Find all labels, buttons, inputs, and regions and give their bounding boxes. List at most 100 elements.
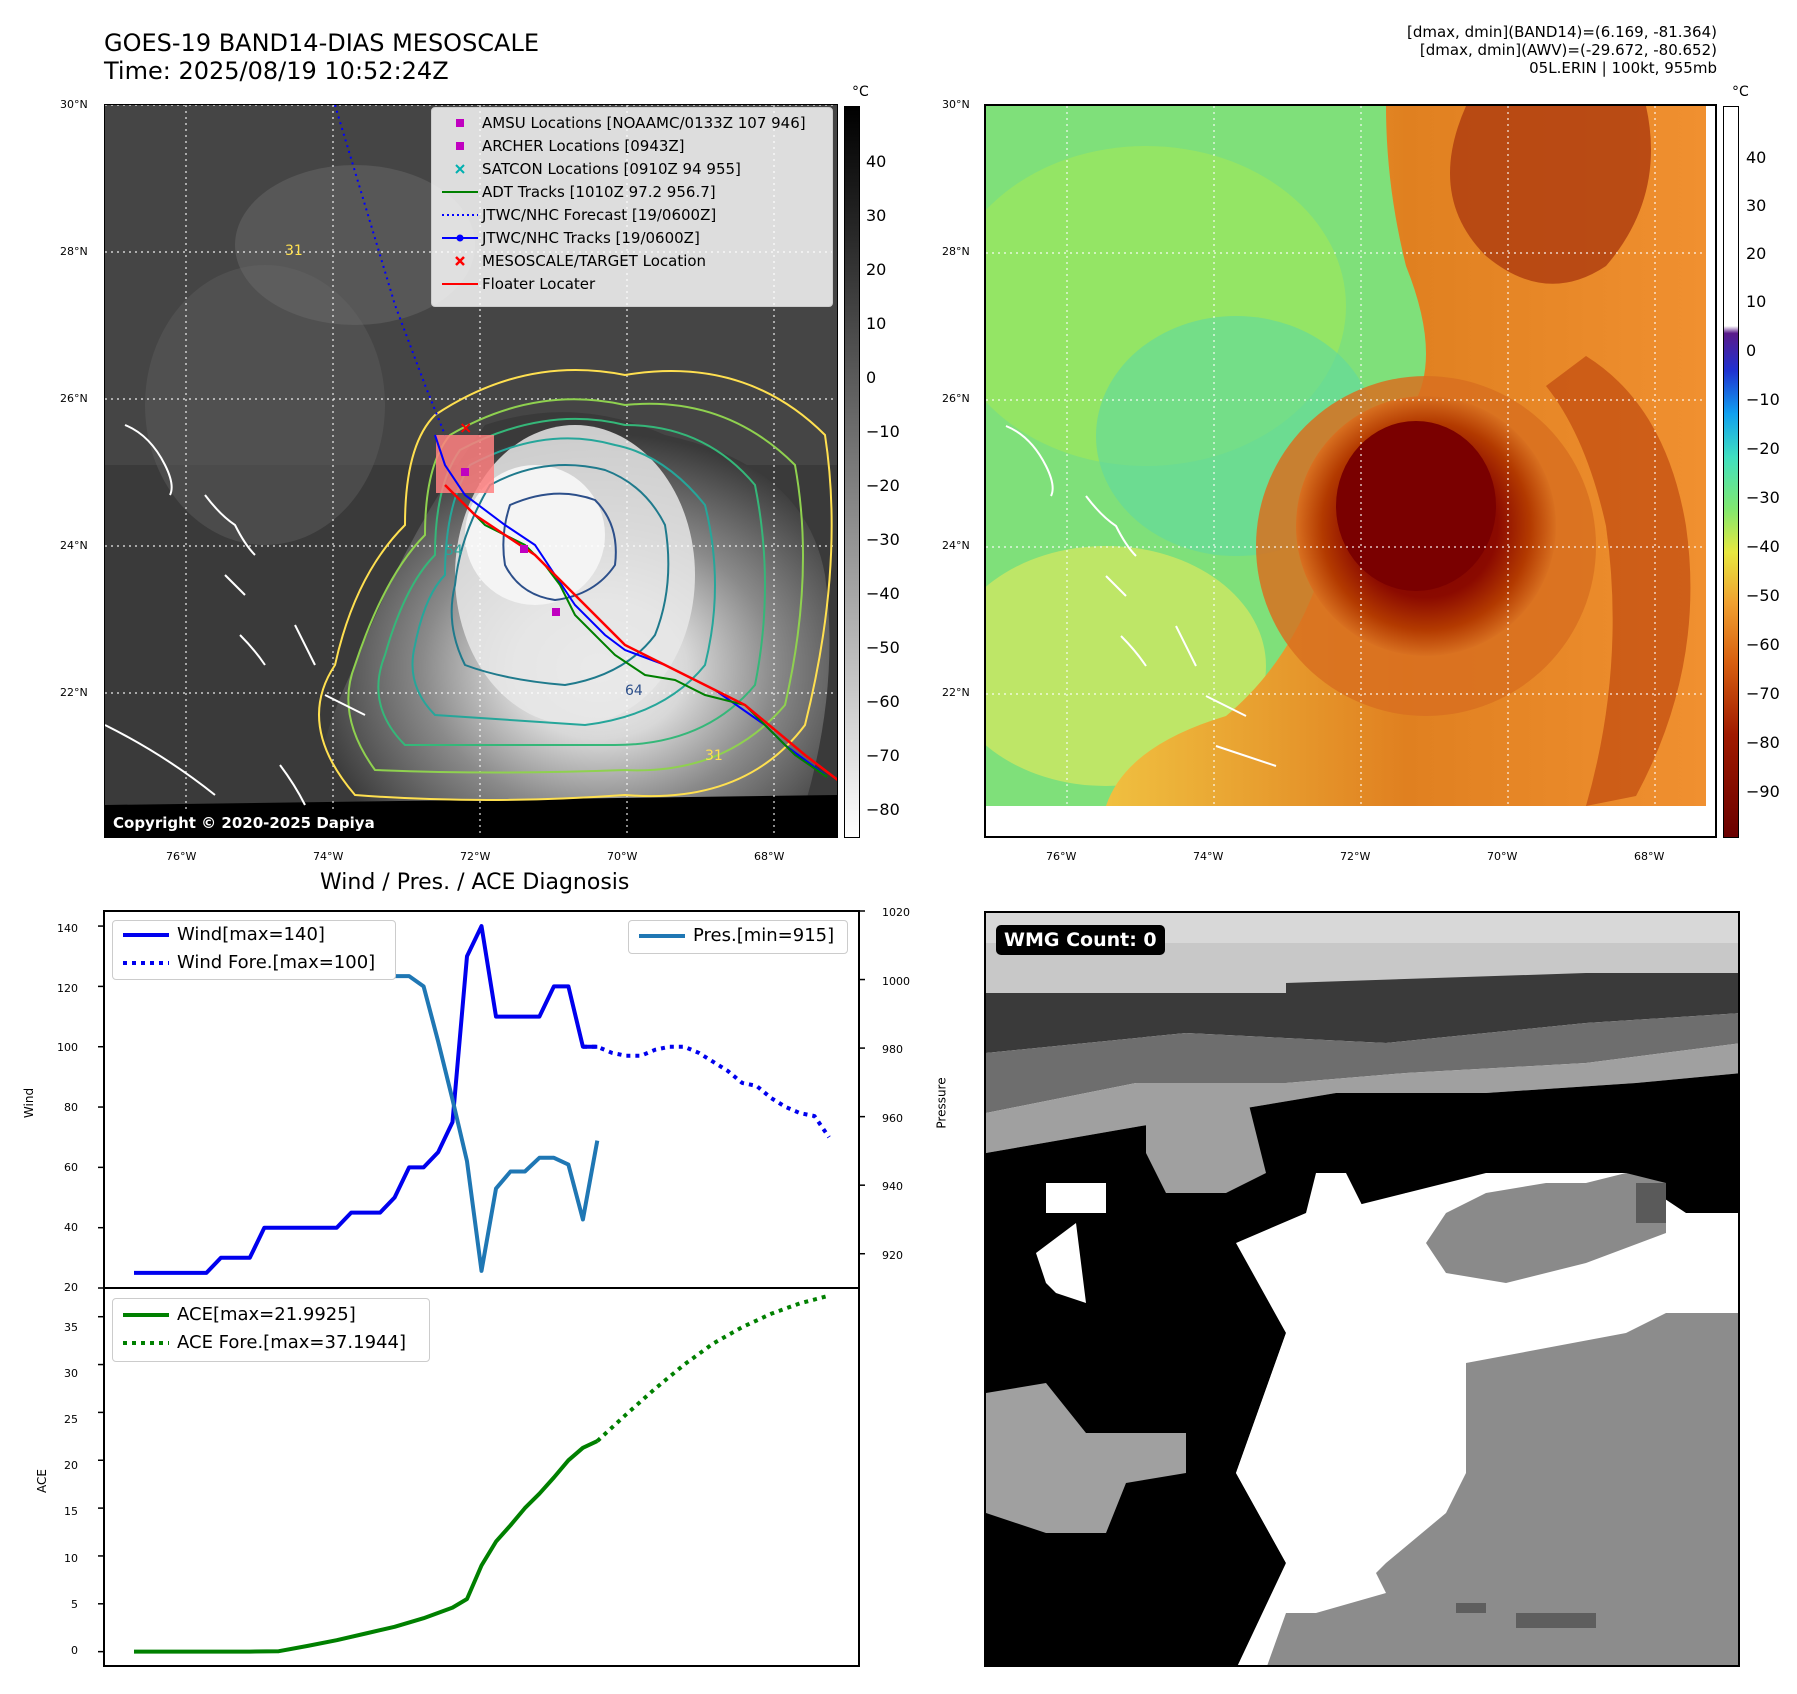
lon-tick: 74°W <box>313 850 344 863</box>
band14-map-panel: 31 31 54 64 × <box>104 104 838 838</box>
legend-label: Pres.[min=915] <box>693 925 835 946</box>
map-legend: AMSU Locations [NOAAMC/0133Z 107 946] AR… <box>431 107 833 307</box>
legend-label: ACE Fore.[max=37.1944] <box>177 1332 406 1353</box>
ace-ytick: 5 <box>71 1598 78 1611</box>
wind-ytick: 140 <box>57 922 78 935</box>
colorbar-right <box>1723 106 1739 838</box>
pres-ytick: 960 <box>882 1112 903 1125</box>
ace-ylabel: ACE <box>34 1469 49 1493</box>
amsu-markers <box>461 468 560 616</box>
colorbar-right-tick: −50 <box>1746 586 1780 605</box>
lon-tick: 68°W <box>1634 850 1665 863</box>
colorbar-right-tick: −60 <box>1746 635 1780 654</box>
legend-line-icon <box>442 181 478 204</box>
title-line-1: GOES-19 BAND14-DIAS MESOSCALE <box>104 29 540 57</box>
colorbar-right-tick: −10 <box>1746 390 1780 409</box>
diagnosis-title: Wind / Pres. / ACE Diagnosis <box>320 870 630 895</box>
legend-label: Wind[max=140] <box>177 924 325 945</box>
wmg-panel: WMG Count: 0 <box>984 911 1740 1667</box>
ace-ytick: 25 <box>64 1413 78 1426</box>
legend-label: ARCHER Locations [0943Z] <box>482 137 685 155</box>
lat-tick: 26°N <box>942 392 970 405</box>
forecast-track <box>334 105 446 436</box>
wind-legend: Wind[max=140] Wind Fore.[max=100] <box>112 920 396 980</box>
lon-tick: 74°W <box>1193 850 1224 863</box>
legend-pres: Pres.[min=915] <box>629 922 847 950</box>
colorbar-left-unit: °C <box>852 84 869 100</box>
wmg-image <box>986 913 1738 1665</box>
ace-ytick: 30 <box>64 1367 78 1380</box>
colorbar-left-tick: −40 <box>866 584 900 603</box>
intensity-contours <box>318 369 833 801</box>
legend-label: MESOSCALE/TARGET Location <box>482 252 707 270</box>
colorbar-left-tick: 40 <box>866 152 887 171</box>
colorbar-right-unit: °C <box>1732 84 1749 100</box>
diagnosis-chart <box>98 910 865 1667</box>
colorbar-right-tick: 30 <box>1746 196 1767 215</box>
legend-label: JTWC/NHC Tracks [19/0600Z] <box>482 229 700 247</box>
coastlines <box>105 424 366 806</box>
colorbar-left-tick: −80 <box>866 800 900 819</box>
legend-label: Wind Fore.[max=100] <box>177 952 376 973</box>
legend-dotted-line-icon <box>121 1329 171 1357</box>
colorbar-right-tick: −20 <box>1746 439 1780 458</box>
pres-ytick: 1020 <box>882 906 910 919</box>
lat-tick: 28°N <box>60 245 88 258</box>
jtwc-track <box>434 434 826 776</box>
ace-forecast-line <box>595 1293 830 1443</box>
storm-info: [dmax, dmin](BAND14)=(6.169, -81.364) [d… <box>1407 23 1717 77</box>
colorbar-left-tick: −10 <box>866 422 900 441</box>
wmg-count-badge: WMG Count: 0 <box>996 925 1165 955</box>
ace-ytick: 35 <box>64 1321 78 1334</box>
legend-ace: ACE[max=21.9925] <box>113 1301 429 1329</box>
legend-row-archer: ARCHER Locations [0943Z] <box>432 135 832 158</box>
colorbar-right-tick: −80 <box>1746 733 1780 752</box>
info-line-2: [dmax, dmin](AWV)=(-29.672, -80.652) <box>1419 41 1717 59</box>
legend-row-satcon: SATCON Locations [0910Z 94 955] <box>432 158 832 181</box>
wmg-black-region <box>986 1073 1738 1665</box>
legend-ace-fore: ACE Fore.[max=37.1944] <box>113 1329 429 1357</box>
legend-wind: Wind[max=140] <box>113 921 395 949</box>
legend-row-target: MESOSCALE/TARGET Location <box>432 250 832 273</box>
colorbar-right-tick: 20 <box>1746 244 1767 263</box>
legend-row-adt: ADT Tracks [1010Z 97.2 956.7] <box>432 181 832 204</box>
colorbar-right-tick: −70 <box>1746 684 1780 703</box>
legend-label: Floater Locater <box>482 275 596 293</box>
figure-title: GOES-19 BAND14-DIAS MESOSCALE Time: 2025… <box>104 29 539 85</box>
colorbar-left-tick: −30 <box>866 530 900 549</box>
colorbar-left-tick: 0 <box>866 368 877 387</box>
colorbar-left-tick: 20 <box>866 260 887 279</box>
colorbar-right-tick: 40 <box>1746 148 1767 167</box>
info-line-1: [dmax, dmin](BAND14)=(6.169, -81.364) <box>1406 23 1717 41</box>
wind-line <box>134 924 598 1275</box>
legend-label: JTWC/NHC Forecast [19/0600Z] <box>482 206 717 224</box>
lat-tick: 22°N <box>942 686 970 699</box>
wind-ytick: 40 <box>64 1221 78 1234</box>
lat-tick: 24°N <box>60 539 88 552</box>
lon-tick: 76°W <box>166 850 197 863</box>
pres-ytick: 980 <box>882 1043 903 1056</box>
awv-map-panel <box>984 104 1717 838</box>
lon-tick: 72°W <box>460 850 491 863</box>
legend-row-forecast: JTWC/NHC Forecast [19/0600Z] <box>432 204 832 227</box>
lat-tick: 26°N <box>60 392 88 405</box>
colorbar-left <box>844 106 860 838</box>
colorbar-left-tick: −50 <box>866 638 900 657</box>
ace-ytick: 0 <box>71 1644 78 1657</box>
legend-square-icon <box>442 135 478 158</box>
legend-row-amsu: AMSU Locations [NOAAMC/0133Z 107 946] <box>432 112 832 135</box>
awv-map <box>986 106 1715 836</box>
wmg-gray-region <box>1267 1313 1738 1665</box>
legend-row-floater: Floater Locater <box>432 273 832 296</box>
colorbar-left-tick: −70 <box>866 746 900 765</box>
colorbar-right-tick: 10 <box>1746 292 1767 311</box>
pres-ytick: 920 <box>882 1249 903 1262</box>
ace-line <box>134 1439 599 1654</box>
pressure-legend: Pres.[min=915] <box>628 920 848 954</box>
ace-legend: ACE[max=21.9925] ACE Fore.[max=37.1944] <box>112 1298 430 1362</box>
legend-label: ADT Tracks [1010Z 97.2 956.7] <box>482 183 716 201</box>
legend-wind-fore: Wind Fore.[max=100] <box>113 949 395 977</box>
wind-ylabel: Wind <box>22 1087 37 1119</box>
lon-tick: 76°W <box>1046 850 1077 863</box>
wind-forecast-line <box>582 1044 831 1139</box>
